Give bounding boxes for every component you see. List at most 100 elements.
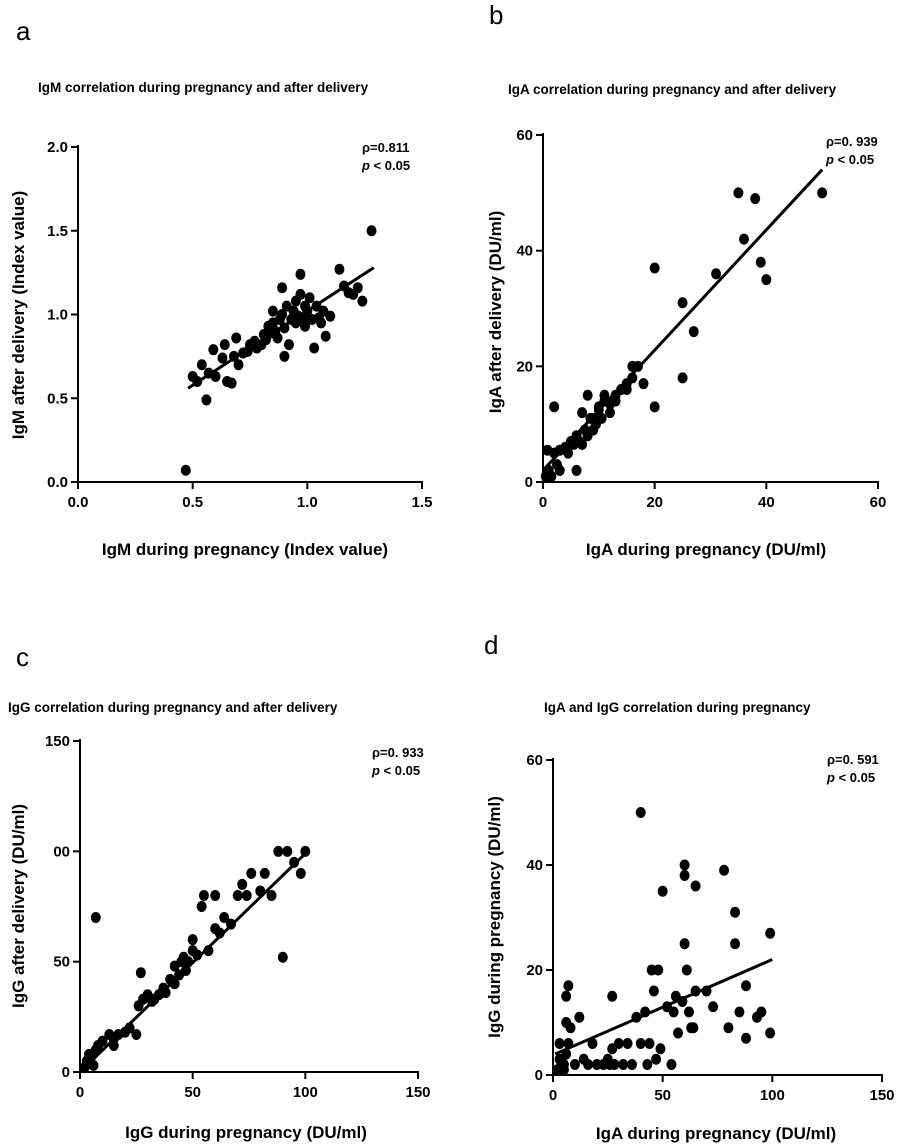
panel-letter: b	[489, 0, 503, 30]
regression-line	[81, 852, 307, 1071]
regression-line	[554, 958, 773, 1056]
y-axis-label: IgG during pregnancy (DU/ml)	[485, 796, 504, 1038]
panel-d: d IgA and IgG correlation during pregnanc…	[484, 630, 895, 1143]
data-point	[679, 870, 690, 881]
data-point	[210, 889, 221, 901]
data-point	[756, 1006, 767, 1018]
data-point	[282, 845, 293, 857]
data-point	[277, 951, 288, 963]
data-point	[596, 412, 607, 424]
data-point	[655, 1043, 666, 1055]
data-point	[558, 1059, 569, 1070]
data-point	[577, 407, 588, 419]
x-axis-label: IgA during pregnancy (DU/ml)	[586, 540, 826, 559]
chart-title: IgG correlation during pregnancy and aft…	[8, 700, 338, 715]
y-tick-label: 20	[516, 358, 533, 375]
y-axis-label: IgG after delivery (DU/ml)	[9, 804, 28, 1008]
x-tick-label: 0	[549, 1087, 557, 1104]
data-point	[295, 288, 306, 300]
data-point	[761, 274, 772, 286]
panel-c: c IgG correlation during pregnancy and af…	[8, 642, 431, 1142]
data-point	[549, 401, 560, 413]
chart-title: IgM correlation during pregnancy and aft…	[38, 80, 369, 95]
y-axis-label: IgA after delivery (DU/ml)	[486, 211, 505, 413]
data-point	[266, 889, 277, 901]
data-point	[295, 268, 306, 280]
data-point	[135, 967, 146, 979]
data-point	[226, 377, 237, 389]
y-tick-label: 1.0	[47, 307, 68, 324]
data-point	[638, 378, 649, 390]
y-tick-label: 0.5	[47, 390, 68, 407]
data-point	[563, 447, 574, 459]
panel-b: b IgA correlation during pregnancy and af…	[486, 0, 886, 559]
data-point	[730, 938, 741, 950]
data-point	[587, 1038, 598, 1049]
data-point	[677, 372, 688, 384]
data-point	[574, 1011, 585, 1023]
data-point	[97, 1035, 108, 1047]
data-point	[635, 1038, 646, 1049]
data-point	[653, 964, 664, 976]
rho-annotation: ρ=0.811	[362, 140, 409, 155]
data-point	[357, 295, 368, 307]
y-tick-label: 0	[62, 1064, 70, 1081]
panel-letter: a	[16, 16, 31, 46]
data-point	[622, 1038, 633, 1049]
x-axis-label: IgM during pregnancy (Index value)	[102, 540, 388, 559]
data-point	[316, 317, 327, 329]
data-point	[648, 985, 659, 997]
data-point	[219, 912, 230, 924]
y-axis-label: IgM after delivery (Index value)	[9, 191, 28, 439]
data-point	[649, 262, 660, 274]
data-point	[605, 407, 615, 419]
data-point	[734, 1006, 745, 1018]
x-axis-label: IgA during pregnancy (DU/ml)	[596, 1124, 836, 1143]
rho-annotation: ρ=0. 933	[372, 745, 424, 760]
y-tick-label: 50	[53, 954, 70, 971]
data-point	[231, 332, 242, 344]
data-point	[679, 938, 690, 950]
data-point	[599, 389, 610, 401]
data-point	[279, 350, 290, 362]
data-point	[583, 1059, 594, 1070]
data-point	[673, 1027, 684, 1039]
data-point	[90, 912, 101, 924]
data-point	[730, 906, 741, 918]
data-point	[295, 867, 306, 879]
y-tick-label: 1.5	[47, 223, 68, 240]
y-tick-label: 150	[45, 733, 70, 750]
data-point	[201, 394, 212, 406]
x-tick-label: 50	[654, 1087, 671, 1104]
data-point	[233, 359, 244, 371]
x-tick-label: 150	[405, 1084, 430, 1101]
data-point	[563, 980, 574, 992]
x-tick-label: 100	[760, 1087, 785, 1104]
p-symbol: p	[826, 770, 835, 785]
data-point	[817, 187, 828, 199]
data-point	[208, 344, 219, 356]
data-point	[765, 927, 776, 939]
data-point	[309, 342, 320, 354]
rho-annotation: ρ=0. 939	[826, 134, 878, 149]
data-point	[750, 193, 761, 205]
data-point	[677, 297, 688, 309]
p-value: < 0.05	[370, 158, 410, 173]
y-tick-label: 40	[526, 857, 543, 874]
data-point	[304, 292, 315, 304]
p-value-annotation: p < 0.05	[825, 152, 874, 167]
data-point	[582, 389, 593, 401]
x-tick-label: 1.0	[297, 494, 318, 511]
data-point	[325, 310, 336, 322]
data-point	[683, 1006, 694, 1018]
data-point	[320, 330, 331, 342]
data-point	[334, 263, 345, 275]
rho-annotation: ρ=0. 591	[827, 752, 879, 767]
y-tick-label: 0.0	[47, 474, 68, 491]
p-symbol: p	[371, 763, 380, 778]
y-tick-label: 20	[526, 962, 543, 979]
data-point	[609, 1059, 620, 1070]
data-point	[577, 438, 588, 450]
data-point	[219, 339, 230, 351]
